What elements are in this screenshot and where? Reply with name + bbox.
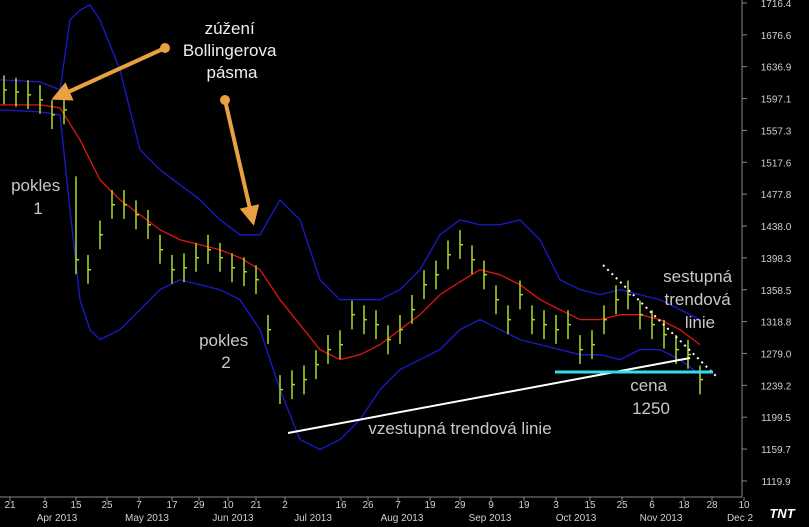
x-tick-label: 17 [166,500,178,511]
y-tick-label: 1119.9 [761,477,791,488]
annotation: vzestupná trendová linie [368,419,551,438]
x-tick-label: 10 [222,500,234,511]
x-tick-label: 9 [488,500,494,511]
month-label: Jun 2013 [212,513,254,524]
annotation: cena 1250 [630,376,672,418]
x-tick-label: 29 [454,500,466,511]
y-tick-label: 1716.4 [761,0,792,10]
x-tick-label: 25 [101,500,113,511]
y-tick-label: 1398.3 [761,254,792,265]
annotation: pokles 2 [199,331,253,372]
y-tick-label: 1358.5 [761,286,792,297]
y-tick-label: 1199.5 [761,413,791,424]
x-tick-label: 3 [42,500,48,511]
annotation: pokles 1 [11,176,65,218]
x-tick-label: 10 [738,500,750,511]
x-tick-label: 19 [518,500,530,511]
x-tick-label: 6 [649,500,655,511]
annotation-line: 2 [221,353,230,372]
annotation-line: pokles [199,331,248,350]
annotation-line: zúžení [205,19,255,38]
x-tick-label: 2 [282,500,288,511]
y-tick-label: 1159.7 [761,445,791,456]
x-tick-label: 25 [616,500,628,511]
annotation-line: trendová [665,290,732,309]
y-tick-label: 1438.0 [761,222,792,233]
annotation: zúžení Bollingerova pásma [183,19,281,82]
y-tick-label: 1676.6 [761,31,792,42]
x-tick-label: 15 [584,500,596,511]
x-tick-label: 21 [250,500,262,511]
arrow [223,99,260,226]
annotation-line: cena [630,376,667,395]
annotation-line: pokles [11,176,60,195]
month-label: Oct 2013 [556,513,597,524]
band-line [0,104,701,361]
arrow-dot [220,95,230,105]
month-label: Nov 2013 [640,513,683,524]
annotation: sestupná trendová linie [663,267,737,332]
annotation-line: pásma [206,63,258,82]
x-tick-label: 18 [678,500,690,511]
arrow [51,46,166,101]
x-tick-label: 16 [335,500,347,511]
annotation-line: 1 [33,199,42,218]
y-tick-label: 1517.6 [761,158,792,169]
x-tick-label: 3 [553,500,559,511]
y-tick-label: 1239.2 [761,381,792,392]
annotation-line: vzestupná trendová linie [368,419,551,438]
x-tick-label: 29 [193,500,205,511]
y-tick-label: 1477.8 [761,190,792,201]
month-label: Dec 2 [727,513,754,524]
band-line [0,109,701,451]
x-tick-label: 15 [70,500,82,511]
x-tick-label: 7 [136,500,142,511]
x-tick-label: 7 [395,500,401,511]
x-tick-label: 26 [362,500,374,511]
month-label: Apr 2013 [37,513,78,524]
annotation-line: Bollingerova [183,41,277,60]
month-label: Aug 2013 [381,513,424,524]
annotation-line: linie [685,313,715,332]
y-tick-label: 1636.9 [761,63,792,74]
annotation-line: 1250 [632,399,670,418]
x-tick-label: 21 [4,500,16,511]
month-label: May 2013 [125,513,169,524]
plot-area [0,4,703,451]
month-label: Jul 2013 [294,513,332,524]
arrow-dot [160,43,170,53]
y-tick-label: 1279.0 [761,349,792,360]
x-tick-label: 19 [424,500,436,511]
y-tick-label: 1597.1 [761,95,792,106]
logo: TNT [769,506,795,521]
y-tick-label: 1318.8 [761,318,792,329]
band-line [0,4,701,321]
x-tick-label: 28 [706,500,718,511]
y-tick-label: 1557.3 [761,126,792,137]
annotation-line: sestupná [663,267,733,286]
month-label: Sep 2013 [469,513,512,524]
